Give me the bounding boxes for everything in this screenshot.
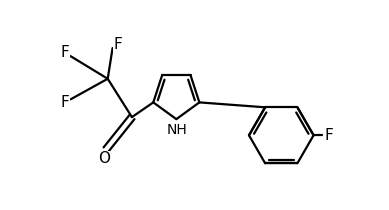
Text: NH: NH [167,123,187,137]
Text: O: O [98,151,110,166]
Text: F: F [114,37,122,52]
Text: F: F [61,96,70,110]
Text: F: F [61,45,70,60]
Text: F: F [324,128,333,143]
